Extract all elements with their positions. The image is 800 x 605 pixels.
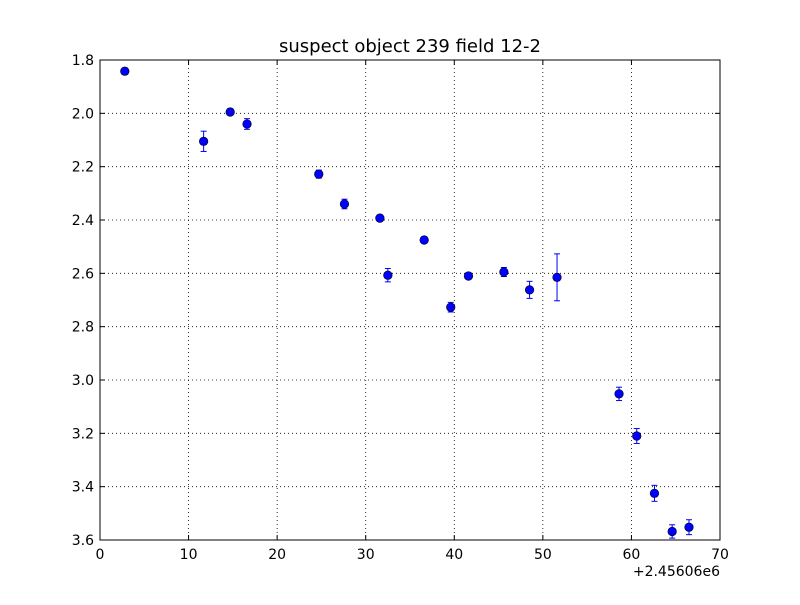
data-point (667, 526, 677, 537)
data-point (499, 267, 509, 277)
plot-frame (99, 59, 721, 541)
x-tick-label: 70 (711, 547, 729, 563)
data-point (632, 431, 642, 441)
x-tick-labels: 0 10 20 30 40 50 60 70 (96, 547, 729, 563)
plot-area (100, 60, 720, 540)
x-axis-offset-label: +2.45606e6 (633, 564, 720, 580)
x-tick-label: 50 (534, 547, 552, 563)
data-point (375, 213, 385, 223)
x-tick-label: 10 (180, 547, 198, 563)
y-tick-label: 2.2 (72, 160, 94, 176)
data-point (463, 271, 474, 281)
data-point (552, 272, 562, 282)
data-point (446, 302, 456, 312)
y-tick-label: 3.2 (72, 426, 94, 442)
chart-title: suspect object 239 field 12-2 (279, 36, 541, 57)
y-tick-labels: 1.8 2.0 2.2 2.4 2.6 2.8 3.0 3.2 3.4 3.6 (72, 53, 94, 549)
data-point (199, 136, 209, 146)
y-tick-label: 3.6 (72, 533, 94, 549)
x-tick-label: 40 (445, 547, 463, 563)
x-tick-label: 60 (623, 547, 641, 563)
x-tick-label: 30 (357, 547, 375, 563)
x-tick-label: 20 (268, 547, 286, 563)
y-tick-label: 3.0 (72, 373, 94, 389)
y-tick-label: 2.0 (72, 106, 94, 122)
data-point (225, 107, 235, 117)
y-tick-label: 1.8 (72, 53, 94, 69)
data-point (614, 389, 624, 399)
x-tick-label: 0 (96, 547, 105, 563)
data-point (649, 488, 660, 498)
data-point (383, 270, 393, 280)
data-point (419, 235, 429, 245)
data-point (339, 199, 350, 209)
data-point (524, 285, 535, 295)
y-tick-label: 3.4 (72, 480, 94, 496)
data-point (242, 119, 252, 129)
data-points (120, 66, 694, 537)
y-tick-label: 2.6 (72, 266, 94, 282)
data-point (684, 522, 694, 532)
y-tick-label: 2.8 (72, 320, 94, 336)
data-point (314, 169, 324, 179)
y-tick-label: 2.4 (72, 213, 94, 229)
data-point (120, 66, 130, 76)
